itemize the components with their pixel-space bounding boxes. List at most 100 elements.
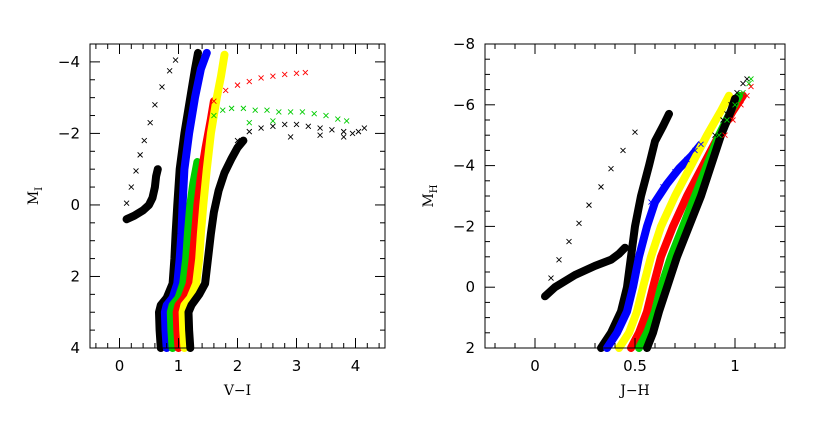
series-left-2 (155, 48, 202, 352)
point-right-8-2 (728, 101, 734, 108)
point-left-9-4 (252, 107, 259, 113)
series-right-7 (643, 94, 739, 352)
point-right-1-7 (620, 147, 626, 154)
point-left-9-12 (343, 118, 350, 124)
point-left-8-2 (258, 125, 264, 131)
point-left-9-3 (240, 105, 247, 112)
y-axis-label-sub: I (34, 187, 45, 191)
point-right-1-0 (548, 275, 554, 281)
point-left-10-6 (281, 71, 288, 78)
y-tick-label: 0 (70, 196, 80, 214)
series-left-8 (234, 121, 368, 144)
point-left-1-4 (141, 137, 148, 144)
y-tick-label: 2 (70, 267, 80, 285)
point-right-10-2 (738, 101, 744, 108)
y-axis-label-main: M (421, 193, 437, 207)
point-left-8-9 (340, 128, 347, 135)
y-tick-label: 0 (465, 278, 475, 296)
point-right-1-3 (576, 220, 582, 227)
point-left-9-0 (211, 112, 217, 119)
y-axis-label-sub: H (429, 184, 440, 193)
series-left-10 (211, 69, 309, 105)
point-right-9-0 (716, 132, 722, 139)
x-tick-label: 4 (351, 357, 361, 375)
x-tick-label: 0 (530, 357, 540, 375)
point-left-8-13 (287, 134, 294, 140)
x-tick-label: 1 (730, 357, 740, 375)
series-right-10 (722, 83, 754, 139)
series-left-3 (160, 48, 211, 352)
point-left-8-14 (317, 132, 323, 139)
point-left-9-14 (270, 118, 276, 124)
series-left-7 (184, 136, 248, 352)
point-left-9-10 (323, 112, 329, 119)
point-right-1-6 (608, 165, 614, 172)
point-right-11-4 (692, 147, 698, 154)
point-right-1-8 (632, 129, 638, 135)
point-left-10-0 (211, 98, 217, 105)
point-right-9-5 (748, 76, 754, 82)
point-left-9-7 (287, 109, 294, 115)
point-right-1-2 (566, 238, 572, 245)
point-right-10-0 (722, 132, 728, 139)
plot-frame-right (484, 43, 786, 349)
point-right-9-4 (746, 80, 752, 87)
point-left-1-6 (152, 101, 158, 108)
point-left-8-1 (246, 128, 253, 135)
x-axis-label: J−H (618, 383, 650, 399)
point-right-8-5 (744, 76, 750, 82)
y-tick-label: −8 (453, 35, 475, 53)
x-tick-label: 0.5 (623, 357, 647, 375)
plot-frame-left (89, 43, 386, 349)
point-left-8-12 (361, 125, 368, 131)
point-right-11-0 (648, 199, 654, 205)
point-right-11-1 (660, 184, 666, 190)
y-tick-label: 4 (70, 339, 80, 357)
x-tick-label: 1 (174, 357, 184, 375)
series-right-3 (603, 140, 705, 352)
point-left-10-1 (222, 87, 229, 94)
y-tick-label: 2 (465, 339, 475, 357)
point-left-1-2 (133, 168, 139, 174)
point-left-8-4 (281, 121, 288, 128)
point-left-8-5 (293, 121, 300, 128)
point-left-1-9 (172, 57, 179, 63)
y-axis-label: MH (421, 184, 440, 207)
point-left-9-9 (311, 110, 318, 117)
point-right-8-3 (734, 89, 740, 96)
point-left-1-3 (137, 152, 143, 158)
point-left-9-5 (264, 107, 270, 113)
point-left-9-11 (334, 116, 341, 122)
point-right-9-2 (732, 101, 738, 108)
point-left-9-8 (299, 109, 306, 115)
point-right-8-0 (712, 132, 718, 139)
series-right-11 (648, 141, 704, 205)
series-right-9 (716, 76, 754, 139)
point-right-8-1 (720, 117, 726, 123)
point-left-8-8 (329, 127, 335, 133)
y-axis-label-main: M (26, 191, 42, 205)
point-left-9-2 (228, 105, 235, 112)
point-left-9-13 (246, 119, 253, 126)
point-left-1-0 (123, 200, 130, 206)
point-left-9-6 (275, 109, 282, 115)
x-tick-label: 3 (292, 357, 302, 375)
point-left-8-3 (270, 123, 276, 130)
y-tick-label: −4 (453, 157, 475, 175)
point-right-9-1 (724, 117, 730, 123)
y-tick-label: −4 (58, 53, 80, 71)
series-right-1 (548, 129, 638, 281)
point-right-1-4 (586, 202, 592, 208)
point-left-8-10 (349, 130, 356, 137)
point-left-10-3 (246, 78, 253, 85)
x-tick-label: 2 (233, 357, 243, 375)
right-panel: 0 0.5 1 −8 −6 −4 −2 0 2 J−H MH (421, 35, 786, 399)
point-right-10-4 (748, 83, 754, 90)
series-left-0 (122, 165, 162, 224)
point-left-10-4 (258, 75, 264, 81)
y-tick-label: −2 (58, 124, 80, 142)
point-right-11-5 (698, 141, 704, 148)
point-left-10-7 (293, 70, 300, 77)
point-left-10-5 (270, 73, 276, 80)
